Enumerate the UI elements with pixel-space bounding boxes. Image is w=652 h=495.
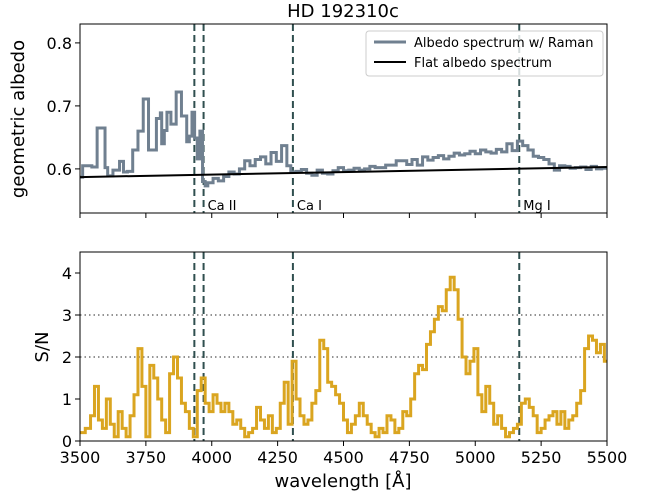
top-y-ticks: 0.6 0.7 0.8 [47,34,80,179]
y-tick-label: 1 [62,390,72,409]
x-tick-label: 3500 [60,448,101,467]
line-annotation: Mg I [523,199,550,214]
bottom-y-axis-label: S/N [32,332,53,363]
x-tick-label: 4250 [257,448,298,467]
top-series [79,90,608,188]
top-chart-title: HD 192310c [287,1,399,22]
y-tick-label: 3 [62,306,72,325]
x-tick-label: 5500 [587,448,628,467]
y-tick-label: 4 [62,264,72,283]
y-tick-label: 0.8 [47,34,72,53]
y-tick-label: 2 [62,348,72,367]
legend-box [365,30,604,77]
top-annotations: Ca II Ca I Mg I [208,199,551,214]
series-line [80,275,607,439]
bottom-plot-frame [79,251,608,442]
bottom-vlines [193,252,521,441]
bottom-series [80,275,607,439]
x-tick-label: 4500 [323,448,364,467]
top-plot-frame [79,23,608,214]
bottom-x-ticks: 3500 3750 4000 4250 4500 4750 5000 5250 5500 [60,441,628,467]
y-tick-label: 0.6 [47,160,72,179]
legend: Albedo spectrum w/ Raman Flat albedo spe… [365,30,604,77]
x-tick-label: 4000 [191,448,232,467]
x-tick-label: 5250 [521,448,562,467]
series-line [80,90,607,188]
top-x-ticks [79,213,608,218]
line-annotation: Ca II [208,199,237,214]
bottom-panel: S/N 0 1 2 3 4 3500 3750 4000 4250 4500 4750 5000 52… [32,251,628,492]
x-tick-label: 4750 [389,448,430,467]
series-line [79,166,608,179]
top-y-axis-label: geometric albedo [8,40,29,198]
y-tick-label: 0 [62,432,72,451]
bottom-y-ticks: 0 1 2 3 4 [62,264,80,451]
line-annotation: Ca I [297,199,322,214]
x-tick-label: 3750 [126,448,167,467]
legend-label-flat: Flat albedo spectrum [414,56,552,71]
y-tick-label: 0.7 [47,97,72,116]
bottom-hlines [80,314,607,358]
x-tick-label: 5000 [455,448,496,467]
top-panel: HD 192310c geometric albedo Ca II Ca I Mg … [8,1,608,218]
legend-label-raman: Albedo spectrum w/ Raman [414,36,593,51]
x-axis-label: wavelength [Å] [275,470,412,492]
